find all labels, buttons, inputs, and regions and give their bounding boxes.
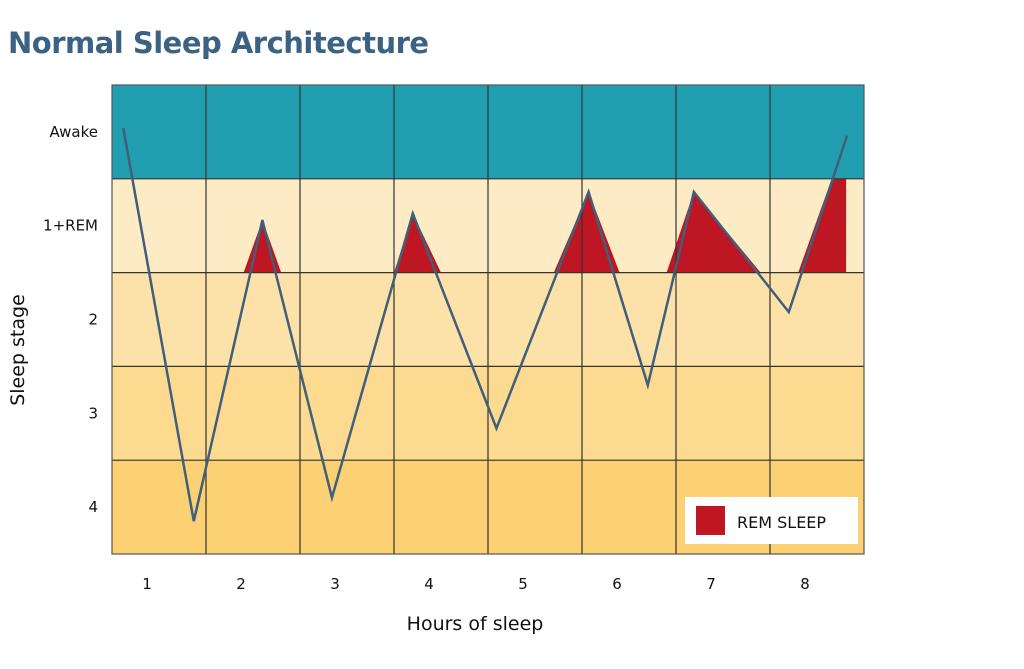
y-tick-label: Awake bbox=[50, 123, 99, 141]
chart-title: Normal Sleep Architecture bbox=[8, 26, 429, 60]
legend-label: REM SLEEP bbox=[737, 513, 826, 532]
y-tick-label: 4 bbox=[88, 498, 98, 516]
y-tick-label: 2 bbox=[88, 311, 98, 329]
legend-swatch bbox=[696, 506, 725, 535]
y-tick-label: 1+REM bbox=[43, 217, 98, 235]
y-tick-label: 3 bbox=[88, 404, 98, 422]
x-tick-label: 3 bbox=[330, 575, 340, 593]
x-tick-label: 1 bbox=[142, 575, 152, 593]
y-axis-label: Sleep stage bbox=[7, 294, 29, 406]
rem-period bbox=[553, 191, 620, 273]
x-tick-label: 4 bbox=[424, 575, 434, 593]
plot-border bbox=[111, 84, 865, 555]
x-tick-label: 5 bbox=[518, 575, 528, 593]
x-tick-label: 8 bbox=[800, 575, 810, 593]
x-tick-label: 2 bbox=[236, 575, 246, 593]
x-axis-label: Hours of sleep bbox=[407, 613, 544, 635]
sleep-stage-line bbox=[122, 127, 849, 522]
x-tick-label: 7 bbox=[706, 575, 716, 593]
x-tick-label: 6 bbox=[612, 575, 622, 593]
